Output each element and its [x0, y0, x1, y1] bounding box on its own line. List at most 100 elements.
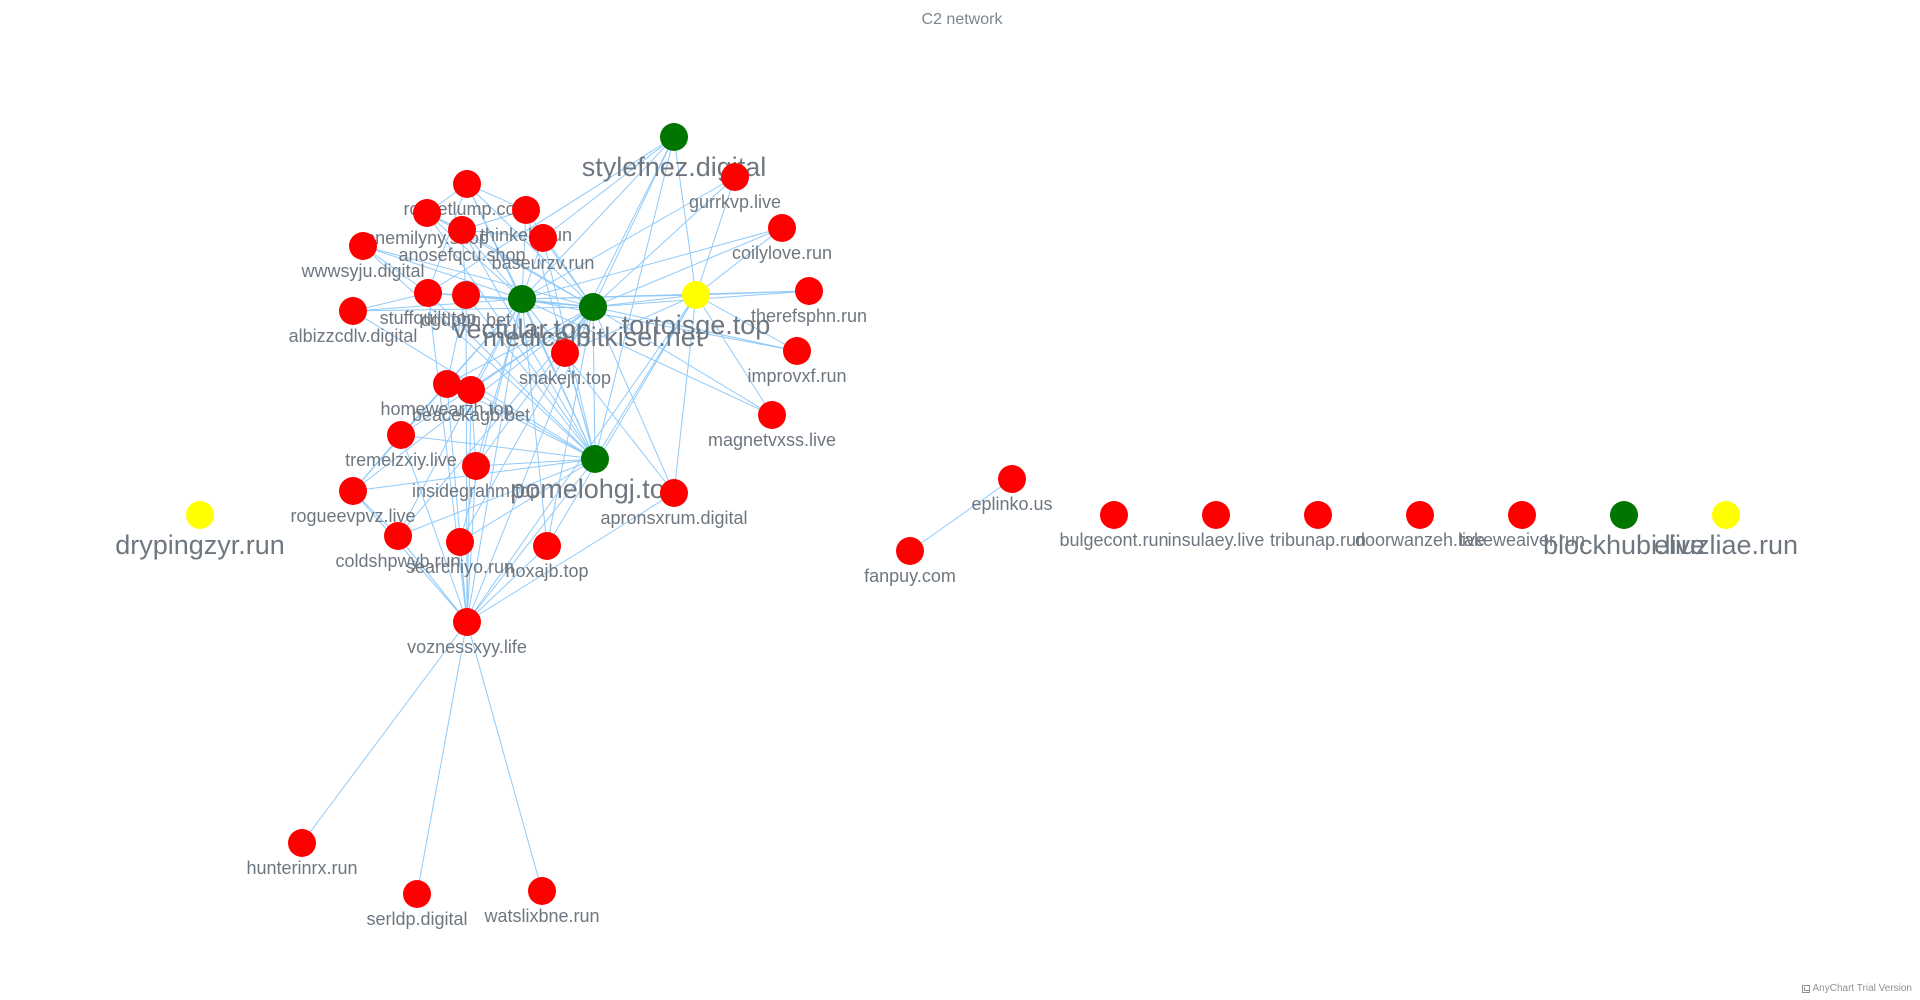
node-albizzcdlv.digital[interactable]: albizzcdlv.digital — [289, 297, 418, 346]
node-drypingzyr.run[interactable]: drypingzyr.run — [115, 501, 285, 560]
node-label: pomelohgj.top — [510, 474, 680, 504]
node-label: wwwsyju.digital — [300, 261, 424, 281]
node-marker[interactable] — [186, 501, 214, 529]
node-bulgecont.run[interactable]: bulgecont.run — [1059, 501, 1169, 550]
node-marker[interactable] — [288, 829, 316, 857]
edge-coldshpwyb.run--vectular.top — [397, 298, 523, 537]
edge-apronsxrum.digital--tortoisge.top — [673, 294, 697, 494]
node-marker[interactable] — [1406, 501, 1434, 529]
node-marker[interactable] — [998, 465, 1026, 493]
node-marker[interactable] — [1712, 501, 1740, 529]
node-therefsphn.run[interactable]: therefsphn.run — [751, 277, 867, 326]
node-gurrkvp.live[interactable]: gurrkvp.live — [689, 163, 781, 212]
node-marker[interactable] — [414, 279, 442, 307]
node-label: anosefqcu.shop — [398, 245, 525, 265]
node-label: vectular.top — [453, 314, 591, 344]
node-marker[interactable] — [413, 199, 441, 227]
chart-icon — [1801, 984, 1810, 993]
node-tortoisge.top[interactable]: tortoisge.top — [622, 281, 771, 340]
node-marker[interactable] — [448, 216, 476, 244]
node-stuffquilt.top[interactable]: stuffquilt.top — [380, 279, 477, 328]
node-marker[interactable] — [1610, 501, 1638, 529]
node-marker[interactable] — [783, 337, 811, 365]
node-fanpuy.com[interactable]: fanpuy.com — [864, 537, 956, 586]
node-marker[interactable] — [529, 224, 557, 252]
edge-beacekagb.bet--pomelohgj.top — [470, 389, 596, 460]
node-searchiyo.run[interactable]: searchiyo.run — [406, 528, 514, 577]
node-marker[interactable] — [446, 528, 474, 556]
node-marker[interactable] — [533, 532, 561, 560]
node-marker[interactable] — [453, 170, 481, 198]
credits[interactable]: AnyChart Trial Version — [1801, 983, 1912, 994]
node-marker[interactable] — [1304, 501, 1332, 529]
node-snakejh.top[interactable]: snakejh.top — [519, 339, 611, 388]
node-dgdpbn.bet[interactable]: dgdpbn.bet — [421, 281, 511, 330]
node-coilylove.run[interactable]: coilylove.run — [732, 214, 832, 263]
node-marker[interactable] — [403, 880, 431, 908]
node-eliuzliae.run[interactable]: eliuzliae.run — [1654, 501, 1798, 560]
node-marker[interactable] — [512, 196, 540, 224]
node-label: gurrkvp.live — [689, 192, 781, 212]
node-wwwsyju.digital[interactable]: wwwsyju.digital — [300, 232, 425, 281]
node-serldp.digital[interactable]: serldp.digital — [366, 880, 468, 929]
edge-homewearzh.top--medicalbitkisel.net — [446, 306, 594, 385]
node-marker[interactable] — [1508, 501, 1536, 529]
node-pomelohgj.top[interactable]: pomelohgj.top — [510, 445, 680, 504]
edge-albizzcdlv.digital--vectular.top — [352, 298, 523, 312]
node-doorwanzeh.live[interactable]: doorwanzeh.live — [1355, 501, 1485, 550]
node-apronsxrum.digital[interactable]: apronsxrum.digital — [600, 479, 748, 528]
node-marker[interactable] — [433, 370, 461, 398]
node-rogueevpvz.live[interactable]: rogueevpvz.live — [290, 477, 416, 526]
node-marker[interactable] — [339, 477, 367, 505]
node-marker[interactable] — [579, 293, 607, 321]
node-marker[interactable] — [768, 214, 796, 242]
node-marker[interactable] — [457, 376, 485, 404]
node-marker[interactable] — [660, 123, 688, 151]
node-marker[interactable] — [387, 421, 415, 449]
node-blockhubi.live[interactable]: blockhubi.live — [1543, 501, 1705, 560]
node-homewearzh.top[interactable]: homewearzh.top — [380, 370, 514, 419]
node-marker[interactable] — [452, 281, 480, 309]
node-label: dgdpbn.bet — [421, 310, 511, 330]
node-anosefqcu.shop[interactable]: anosefqcu.shop — [398, 216, 526, 265]
node-marker[interactable] — [581, 445, 609, 473]
node-marker[interactable] — [721, 163, 749, 191]
node-eplinko.us[interactable]: eplinko.us — [971, 465, 1053, 514]
node-label: blockhubi.live — [1543, 530, 1705, 560]
node-voznessxyy.life[interactable]: voznessxyy.life — [407, 608, 527, 657]
node-marker[interactable] — [896, 537, 924, 565]
node-marker[interactable] — [660, 479, 688, 507]
node-marker[interactable] — [1202, 501, 1230, 529]
node-coldshpwyb.run[interactable]: coldshpwyb.run — [335, 522, 461, 571]
node-improvxf.run[interactable]: improvxf.run — [747, 337, 847, 386]
node-insidegrahm.top[interactable]: insidegrahm.top — [412, 452, 540, 501]
node-baseurzv.run[interactable]: baseurzv.run — [492, 224, 595, 273]
node-marker[interactable] — [682, 281, 710, 309]
node-marker[interactable] — [453, 608, 481, 636]
node-vectular.top[interactable]: vectular.top — [453, 285, 591, 344]
node-marker[interactable] — [339, 297, 367, 325]
node-label: improvxf.run — [747, 366, 846, 386]
node-magnetvxss.live[interactable]: magnetvxss.live — [708, 401, 836, 450]
node-tribunap.run[interactable]: tribunap.run — [1270, 501, 1366, 550]
node-hunterinrx.run[interactable]: hunterinrx.run — [246, 829, 358, 878]
node-beacekagb.bet[interactable]: beacekagb.bet — [412, 376, 530, 425]
edge-voznessxyy.life--apronsxrum.digital — [466, 492, 675, 623]
node-medicalbitkisel.net[interactable]: medicalbitkisel.net — [483, 293, 704, 352]
node-marker[interactable] — [528, 877, 556, 905]
node-marker[interactable] — [508, 285, 536, 313]
node-hoxajb.top[interactable]: hoxajb.top — [505, 532, 589, 581]
node-marker[interactable] — [1100, 501, 1128, 529]
node-marker[interactable] — [758, 401, 786, 429]
node-marker[interactable] — [349, 232, 377, 260]
node-insulaey.live[interactable]: insulaey.live — [1168, 501, 1265, 550]
node-marker[interactable] — [462, 452, 490, 480]
node-takeweaiver.run[interactable]: takeweaiver.run — [1459, 501, 1585, 550]
node-marker[interactable] — [795, 277, 823, 305]
node-label: snakejh.top — [519, 368, 611, 388]
node-marker[interactable] — [384, 522, 412, 550]
node-marker[interactable] — [551, 339, 579, 367]
node-tremelzxiy.live[interactable]: tremelzxiy.live — [345, 421, 457, 470]
node-watslixbne.run[interactable]: watslixbne.run — [483, 877, 600, 926]
